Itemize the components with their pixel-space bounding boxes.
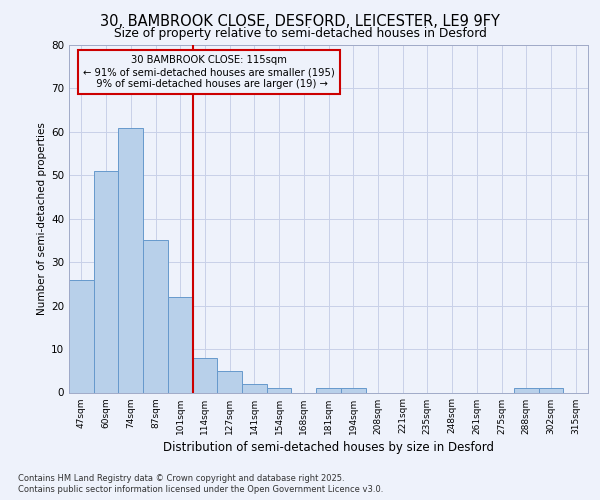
Bar (341, 388, 365, 392)
Bar (69, 280, 94, 392)
Text: 30 BAMBROOK CLOSE: 115sqm
← 91% of semi-detached houses are smaller (195)
  9% o: 30 BAMBROOK CLOSE: 115sqm ← 91% of semi-… (83, 56, 335, 88)
Bar (316, 388, 341, 392)
Bar (217, 371, 242, 392)
Bar (143, 240, 168, 392)
Bar (242, 384, 267, 392)
Text: Size of property relative to semi-detached houses in Desford: Size of property relative to semi-detach… (113, 26, 487, 40)
Text: 30, BAMBROOK CLOSE, DESFORD, LEICESTER, LE9 9FY: 30, BAMBROOK CLOSE, DESFORD, LEICESTER, … (100, 14, 500, 30)
Bar (118, 128, 143, 392)
Bar (94, 171, 118, 392)
Bar (168, 297, 193, 392)
X-axis label: Distribution of semi-detached houses by size in Desford: Distribution of semi-detached houses by … (163, 440, 494, 454)
Bar (539, 388, 563, 392)
Bar (267, 388, 292, 392)
Bar (514, 388, 539, 392)
Y-axis label: Number of semi-detached properties: Number of semi-detached properties (37, 122, 47, 315)
Text: Contains HM Land Registry data © Crown copyright and database right 2025.
Contai: Contains HM Land Registry data © Crown c… (18, 474, 383, 494)
Bar (193, 358, 217, 392)
